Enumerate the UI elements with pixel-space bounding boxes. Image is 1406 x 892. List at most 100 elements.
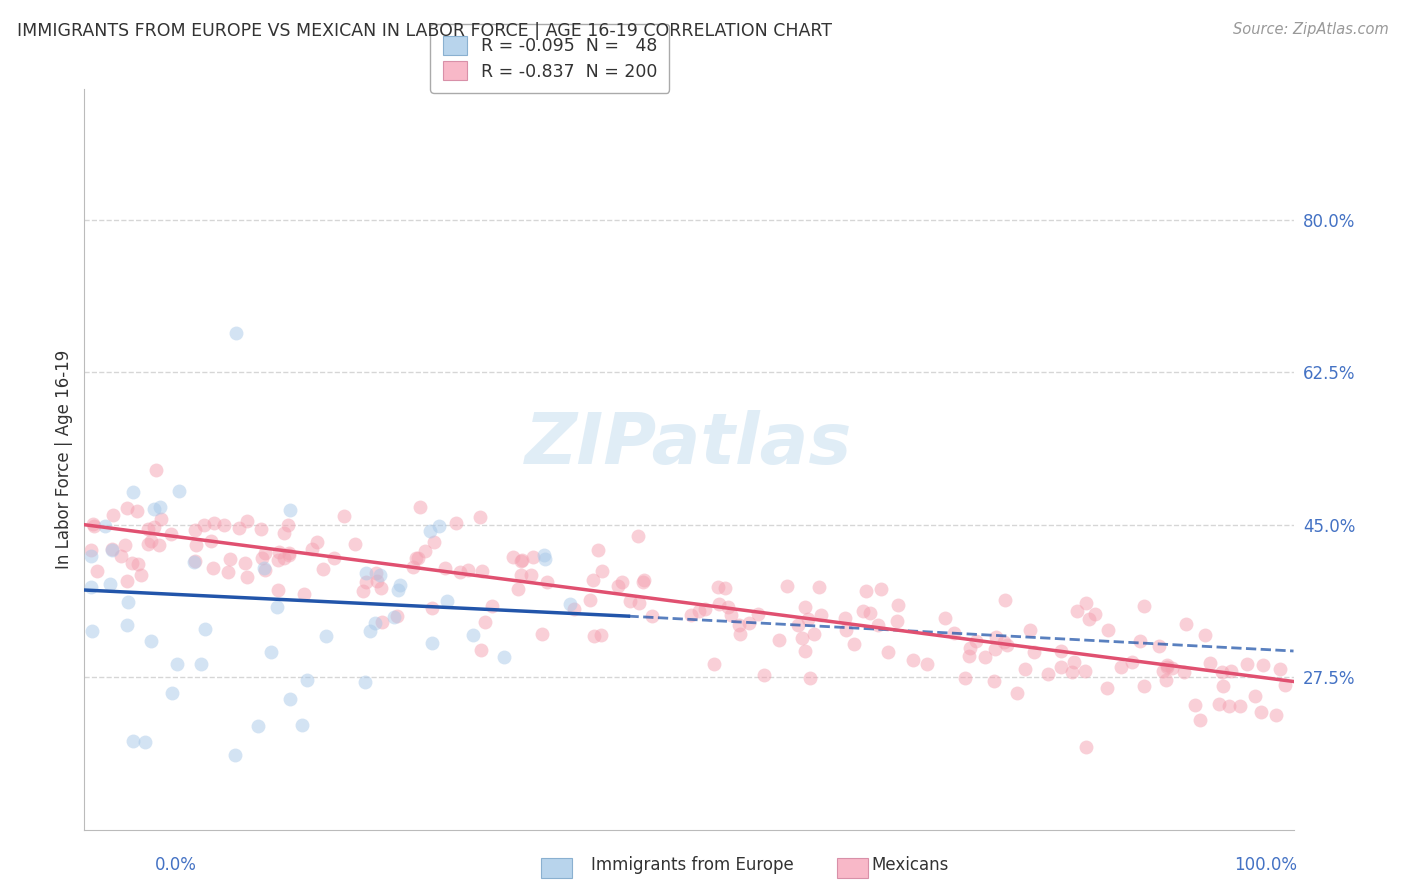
Point <box>591 564 613 578</box>
Point <box>370 581 392 595</box>
Point <box>1229 699 1251 714</box>
Point <box>530 627 553 641</box>
Point <box>129 568 152 582</box>
Point <box>363 616 385 631</box>
Legend: R = -0.095  N =   48, R = -0.837  N = 200: R = -0.095 N = 48, R = -0.837 N = 200 <box>430 24 669 93</box>
Point <box>959 641 981 656</box>
Point <box>267 583 290 598</box>
Point <box>688 604 710 618</box>
Point <box>127 558 149 572</box>
Point <box>1005 685 1028 699</box>
Point <box>579 593 602 607</box>
Point <box>1211 665 1233 680</box>
Point <box>80 624 103 638</box>
Point <box>254 563 277 577</box>
Point <box>1095 681 1118 696</box>
Point <box>278 503 301 517</box>
Point <box>202 516 225 530</box>
Point <box>965 634 987 648</box>
Point <box>994 593 1017 607</box>
Point <box>387 583 409 598</box>
Point <box>1174 616 1197 631</box>
Point <box>201 561 224 575</box>
Point <box>385 609 408 624</box>
Point <box>419 524 441 538</box>
Point <box>738 616 761 631</box>
Point <box>720 607 742 622</box>
Point <box>200 533 222 548</box>
Point <box>581 574 603 588</box>
Point <box>957 648 980 663</box>
Point <box>145 463 167 477</box>
Point <box>1073 664 1095 678</box>
Point <box>536 574 558 589</box>
Point <box>278 692 301 706</box>
Point <box>993 634 1015 648</box>
Point <box>1133 679 1156 693</box>
Point <box>86 565 108 579</box>
Text: Immigrants from Europe: Immigrants from Europe <box>591 856 793 874</box>
Point <box>292 586 315 600</box>
Point <box>787 618 810 632</box>
Point <box>267 553 290 567</box>
Point <box>1128 633 1150 648</box>
Point <box>103 508 125 523</box>
Point <box>1050 644 1073 658</box>
Point <box>533 548 555 562</box>
Point <box>1194 628 1216 642</box>
Point <box>1236 657 1258 672</box>
Point <box>322 551 344 566</box>
Point <box>641 608 664 623</box>
Point <box>1212 679 1234 693</box>
Point <box>142 520 165 534</box>
Point <box>808 580 831 594</box>
Point <box>141 534 163 549</box>
Point <box>915 657 938 672</box>
Point <box>703 657 725 671</box>
Point <box>457 563 479 577</box>
Point <box>389 577 412 591</box>
Point <box>217 565 239 579</box>
Point <box>1199 656 1222 670</box>
Point <box>83 519 105 533</box>
Point <box>627 529 650 543</box>
Point <box>1074 739 1097 754</box>
Point <box>1014 662 1036 676</box>
Point <box>150 511 173 525</box>
Point <box>792 631 814 645</box>
Point <box>799 671 821 685</box>
Point <box>494 650 516 665</box>
Point <box>219 552 242 566</box>
Point <box>115 574 138 588</box>
Point <box>1173 665 1195 680</box>
Point <box>449 565 471 579</box>
Point <box>842 637 865 651</box>
Point <box>295 673 318 688</box>
Point <box>121 485 143 500</box>
Point <box>510 567 533 582</box>
Point <box>1208 698 1230 712</box>
Point <box>463 628 485 642</box>
Text: IMMIGRANTS FROM EUROPE VS MEXICAN IN LABOR FORCE | AGE 16-19 CORRELATION CHART: IMMIGRANTS FROM EUROPE VS MEXICAN IN LAB… <box>17 22 832 40</box>
Point <box>1218 698 1240 713</box>
Point <box>115 618 138 632</box>
Point <box>1084 607 1107 621</box>
Point <box>995 638 1018 652</box>
Point <box>249 522 271 536</box>
Point <box>366 574 388 588</box>
Point <box>983 674 1005 689</box>
Point <box>405 550 427 565</box>
Point <box>558 598 581 612</box>
Point <box>368 568 391 582</box>
Point <box>810 608 832 623</box>
Point <box>80 580 103 594</box>
Point <box>471 564 494 578</box>
Point <box>859 607 882 621</box>
Point <box>353 675 375 690</box>
Point <box>134 735 156 749</box>
Point <box>184 523 207 537</box>
Point <box>121 734 143 748</box>
Point <box>619 594 641 608</box>
Point <box>273 526 295 541</box>
Point <box>886 599 908 613</box>
